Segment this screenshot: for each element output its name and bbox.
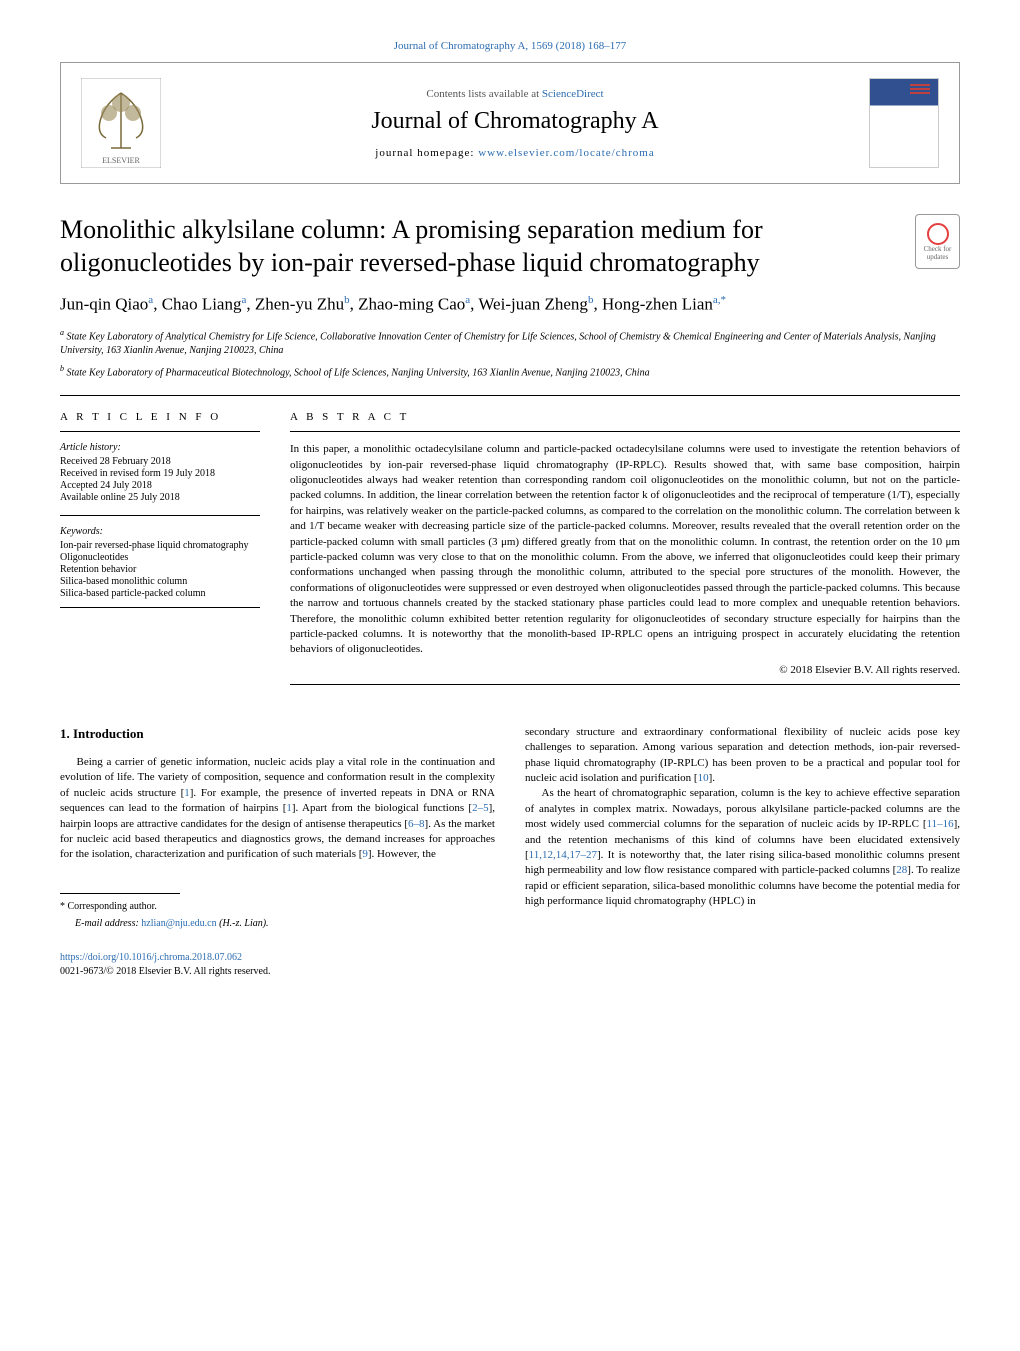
- history-label: Article history:: [60, 442, 260, 453]
- journal-header: ELSEVIER Contents lists available at Sci…: [60, 62, 960, 184]
- intro-paragraph-1: Being a carrier of genetic information, …: [60, 755, 495, 863]
- citation-link[interactable]: 10: [698, 772, 709, 784]
- citation-link[interactable]: 6–8: [408, 818, 425, 830]
- keywords-block: Keywords: Ion-pair reversed-phase liquid…: [60, 526, 260, 599]
- article-info-heading: A R T I C L E I N F O: [60, 411, 260, 423]
- left-column: 1. Introduction Being a carrier of genet…: [60, 725, 495, 979]
- intro-paragraph-col2-2: As the heart of chromatographic separati…: [525, 786, 960, 909]
- history-line: Received in revised form 19 July 2018: [60, 468, 260, 479]
- divider: [60, 607, 260, 608]
- affiliation: b State Key Laboratory of Pharmaceutical…: [60, 363, 960, 380]
- journal-cover-thumbnail[interactable]: [869, 78, 939, 168]
- keyword: Oligonucleotides: [60, 552, 260, 563]
- elsevier-tree-icon: ELSEVIER: [81, 78, 161, 168]
- abstract-heading: A B S T R A C T: [290, 411, 960, 423]
- authors-list: Jun-qin Qiaoa, Chao Lianga, Zhen-yu Zhub…: [60, 294, 960, 315]
- right-column: secondary structure and extraordinary co…: [525, 725, 960, 979]
- citation-link[interactable]: 9: [362, 848, 368, 860]
- elsevier-logo[interactable]: ELSEVIER: [81, 78, 161, 168]
- issn-copyright-line: 0021-9673/© 2018 Elsevier B.V. All right…: [60, 965, 495, 979]
- article-title: Monolithic alkylsilane column: A promisi…: [60, 214, 895, 279]
- citation-link[interactable]: 1: [286, 802, 292, 814]
- abstract-text: In this paper, a monolithic octadecylsil…: [290, 442, 960, 657]
- divider: [290, 431, 960, 432]
- citation-link[interactable]: 1: [184, 787, 190, 799]
- homepage-label: journal homepage:: [375, 147, 478, 159]
- email-link[interactable]: hzlian@nju.edu.cn: [141, 918, 216, 929]
- history-line: Received 28 February 2018: [60, 456, 260, 467]
- info-abstract-row: A R T I C L E I N F O Article history: R…: [60, 411, 960, 694]
- header-center: Contents lists available at ScienceDirec…: [181, 88, 849, 159]
- keyword: Ion-pair reversed-phase liquid chromatog…: [60, 540, 260, 551]
- history-line: Available online 25 July 2018: [60, 492, 260, 503]
- introduction-heading: 1. Introduction: [60, 725, 495, 743]
- abstract-copyright: © 2018 Elsevier B.V. All rights reserved…: [290, 664, 960, 676]
- email-label: E-mail address:: [75, 918, 141, 929]
- homepage-link[interactable]: www.elsevier.com/locate/chroma: [478, 147, 655, 159]
- citation-link[interactable]: 28: [896, 864, 907, 876]
- keywords-label: Keywords:: [60, 526, 260, 537]
- corresponding-author-note: * Corresponding author.: [60, 900, 495, 914]
- sciencedirect-link[interactable]: ScienceDirect: [542, 88, 604, 100]
- email-line: E-mail address: hzlian@nju.edu.cn (H.-z.…: [60, 917, 495, 931]
- title-row: Monolithic alkylsilane column: A promisi…: [60, 214, 960, 279]
- article-info-column: A R T I C L E I N F O Article history: R…: [60, 411, 260, 694]
- journal-name: Journal of Chromatography A: [181, 108, 849, 135]
- footnote-separator: [60, 893, 180, 894]
- affiliation: a State Key Laboratory of Analytical Che…: [60, 327, 960, 358]
- divider: [60, 431, 260, 432]
- doi-block: https://doi.org/10.1016/j.chroma.2018.07…: [60, 951, 495, 979]
- affiliations-block: a State Key Laboratory of Analytical Che…: [60, 327, 960, 381]
- article-history: Article history: Received 28 February 20…: [60, 442, 260, 503]
- keyword: Retention behavior: [60, 564, 260, 575]
- keyword: Silica-based particle-packed column: [60, 588, 260, 599]
- divider: [60, 395, 960, 396]
- crossmark-badge[interactable]: Check for updates: [915, 214, 960, 269]
- divider: [290, 684, 960, 685]
- contents-prefix: Contents lists available at: [426, 88, 541, 100]
- journal-reference[interactable]: Journal of Chromatography A, 1569 (2018)…: [60, 40, 960, 52]
- corresponding-text: Corresponding author.: [68, 901, 157, 912]
- svg-text:ELSEVIER: ELSEVIER: [102, 156, 140, 165]
- citation-link[interactable]: 11,12,14,17–27: [529, 849, 597, 861]
- divider: [60, 515, 260, 516]
- keyword: Silica-based monolithic column: [60, 576, 260, 587]
- email-attribution: (H.-z. Lian).: [217, 918, 269, 929]
- history-line: Accepted 24 July 2018: [60, 480, 260, 491]
- journal-homepage-line: journal homepage: www.elsevier.com/locat…: [181, 147, 849, 159]
- citation-link[interactable]: 11–16: [926, 818, 953, 830]
- abstract-column: A B S T R A C T In this paper, a monolit…: [290, 411, 960, 694]
- intro-paragraph-col2-1: secondary structure and extraordinary co…: [525, 725, 960, 787]
- body-columns: 1. Introduction Being a carrier of genet…: [60, 725, 960, 979]
- contents-available-line: Contents lists available at ScienceDirec…: [181, 88, 849, 100]
- citation-link[interactable]: 2–5: [472, 802, 489, 814]
- doi-link[interactable]: https://doi.org/10.1016/j.chroma.2018.07…: [60, 952, 242, 963]
